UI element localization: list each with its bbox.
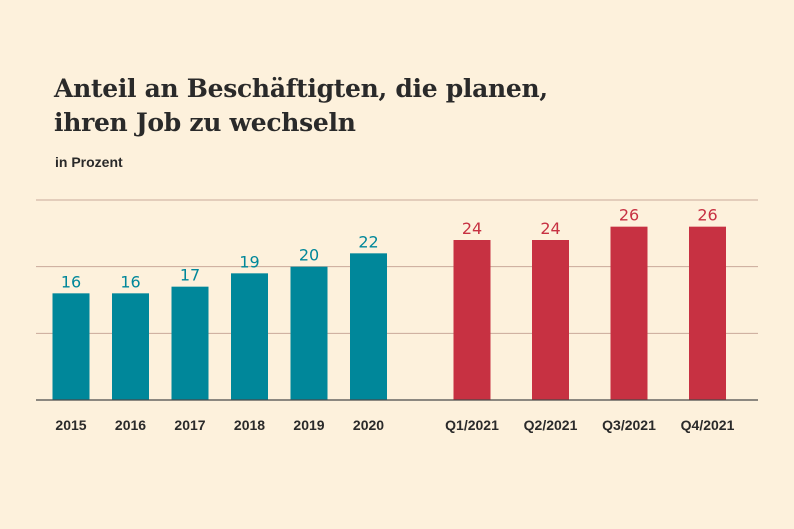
x-tick-label-2016: 2016 (115, 417, 146, 433)
bar-2018 (231, 273, 268, 400)
bar-2017 (171, 286, 209, 400)
chart-title: Anteil an Beschäftigten, die planen, ihr… (54, 72, 548, 140)
x-tick-label-q2-2021: Q2/2021 (524, 417, 578, 433)
value-label-2018: 19 (239, 252, 259, 271)
bar-q4-2021 (689, 226, 726, 400)
bar-q1-2021 (453, 240, 491, 400)
bar-q3-2021 (610, 226, 648, 400)
value-label-2020: 22 (358, 232, 378, 251)
x-tick-label-2019: 2019 (293, 417, 324, 433)
value-label-q2-2021: 24 (540, 219, 560, 238)
chart-title-line-2: ihren Job zu wechseln (54, 108, 356, 137)
value-label-2015: 16 (61, 272, 81, 291)
value-label-2016: 16 (120, 272, 140, 291)
value-label-q1-2021: 24 (462, 219, 482, 238)
value-label-q4-2021: 26 (697, 206, 717, 225)
x-tick-label-2015: 2015 (55, 417, 86, 433)
chart-title-line-1: Anteil an Beschäftigten, die planen, (54, 74, 548, 103)
x-tick-label-2018: 2018 (234, 417, 265, 433)
bar-2015 (52, 293, 90, 400)
x-tick-label-q4-2021: Q4/2021 (681, 417, 735, 433)
x-tick-label-2017: 2017 (174, 417, 205, 433)
value-label-2017: 17 (180, 266, 200, 285)
bar-2020 (350, 253, 387, 400)
bar-2016 (112, 293, 149, 400)
bar-q2-2021 (532, 240, 569, 400)
chart-subtitle: in Prozent (55, 154, 123, 170)
x-tick-label-2020: 2020 (353, 417, 384, 433)
x-tick-label-q1-2021: Q1/2021 (445, 417, 499, 433)
bar-2019 (290, 266, 328, 400)
value-label-2019: 20 (299, 246, 319, 265)
value-label-q3-2021: 26 (619, 206, 639, 225)
x-tick-label-q3-2021: Q3/2021 (602, 417, 656, 433)
